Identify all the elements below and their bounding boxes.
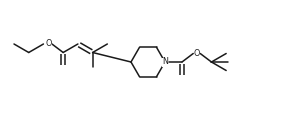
Text: O: O <box>194 49 200 58</box>
Text: N: N <box>162 57 168 67</box>
Text: O: O <box>45 40 52 48</box>
